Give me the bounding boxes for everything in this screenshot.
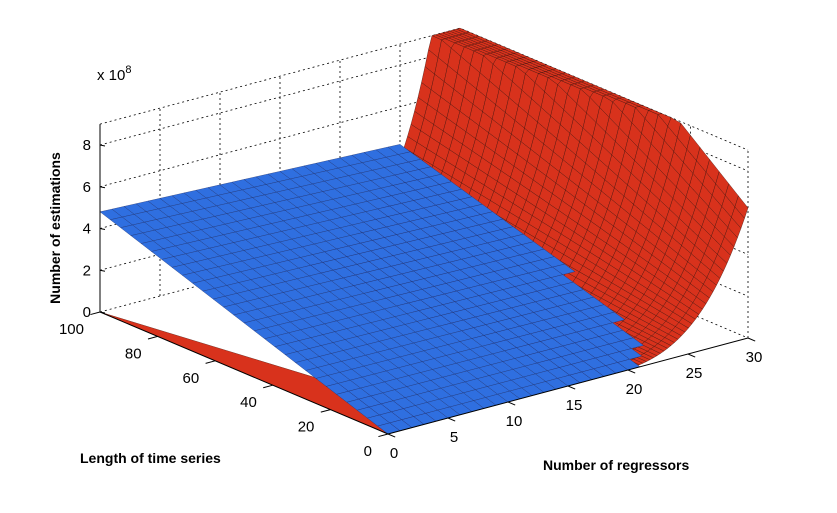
z-tick-label: 2 [83, 262, 91, 279]
z-axis-label: Number of estimations [47, 152, 63, 304]
y-tick-mark [90, 311, 101, 316]
z-tick-mark [99, 186, 106, 189]
y-tick-mark [378, 433, 389, 438]
y-axis-label: Length of time series [80, 450, 221, 466]
blue-surface-cell [601, 311, 625, 323]
z-tick-label: 0 [83, 304, 91, 321]
y-tick-label: 100 [59, 321, 84, 338]
z-tick-label: 8 [83, 137, 91, 154]
x-tick-label: 20 [626, 381, 643, 398]
z-tick-mark [99, 269, 106, 272]
y-tick-label: 60 [183, 370, 200, 387]
x-tick-mark [687, 353, 696, 358]
z-exponent-label: x 108 [97, 64, 131, 84]
y-axis-line [99, 311, 389, 435]
y-tick-label: 80 [125, 345, 142, 362]
x-tick-mark [747, 337, 756, 342]
x-axis-label: Number of regressors [543, 457, 689, 473]
blue-surface-cell [619, 348, 643, 360]
z-tick-mark [99, 144, 106, 147]
x-tick-mark [387, 433, 396, 438]
blue-surface-cell [620, 337, 644, 349]
y-tick-mark [147, 335, 158, 340]
x-tick-mark [447, 417, 456, 422]
x-tick-mark [507, 401, 516, 406]
z-tick-label: 4 [83, 221, 91, 238]
x-tick-label: 0 [390, 445, 398, 462]
z-tick-label: 6 [83, 179, 91, 196]
z-tick-mark [99, 311, 106, 314]
x-tick-mark [627, 369, 636, 374]
x-tick-label: 25 [686, 365, 703, 382]
y-tick-mark [263, 384, 273, 389]
x-tick-mark [567, 385, 576, 390]
surface-layer [99, 27, 749, 435]
y-tick-mark [320, 409, 331, 413]
y-tick-label: 40 [240, 394, 257, 411]
red-surface-cell [734, 195, 749, 219]
y-tick-label: 20 [298, 419, 315, 436]
z-tick-mark [99, 228, 106, 230]
blue-surface-cell [552, 263, 576, 275]
x-tick-label: 30 [746, 349, 763, 366]
x-tick-label: 15 [566, 397, 583, 414]
x-tick-label: 5 [450, 429, 458, 446]
y-tick-label: 0 [364, 443, 372, 460]
x-tick-label: 10 [506, 413, 523, 430]
y-tick-mark [205, 360, 216, 364]
